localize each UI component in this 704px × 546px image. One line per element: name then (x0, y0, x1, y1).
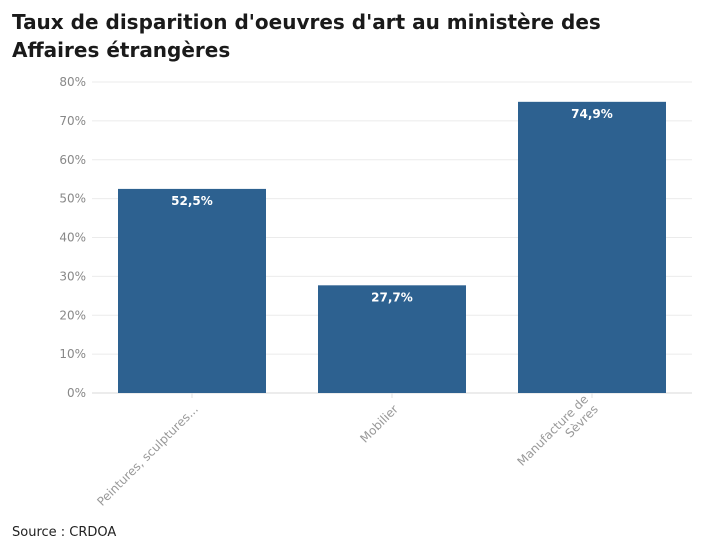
y-tick-label: 30% (59, 269, 86, 283)
x-tick-label-line: Peintures, sculptures... (94, 402, 201, 509)
source-note: Source : CRDOA (12, 525, 117, 540)
x-tick-label: Peintures, sculptures... (94, 402, 201, 509)
y-tick-label: 80% (59, 75, 86, 89)
data-label: 27,7% (371, 290, 413, 304)
y-tick-label: 10% (59, 347, 86, 361)
x-tick-label: Mobilier (357, 402, 401, 446)
data-label: 74,9% (571, 107, 613, 121)
y-tick-label: 50% (59, 192, 86, 206)
x-tick-label: Manufacture deSèvres (514, 392, 600, 478)
y-tick-label: 70% (59, 114, 86, 128)
x-tick-label-line: Mobilier (357, 402, 401, 446)
bar (518, 101, 666, 394)
chart-title: Taux de disparition d'oeuvres d'art au m… (12, 10, 601, 62)
y-tick-label: 60% (59, 153, 86, 167)
bar (118, 188, 266, 393)
data-label: 52,5% (171, 194, 213, 208)
y-tick-label: 40% (59, 231, 86, 245)
y-tick-label: 20% (59, 308, 86, 322)
bar (318, 285, 466, 393)
y-tick-label: 0% (67, 386, 86, 400)
